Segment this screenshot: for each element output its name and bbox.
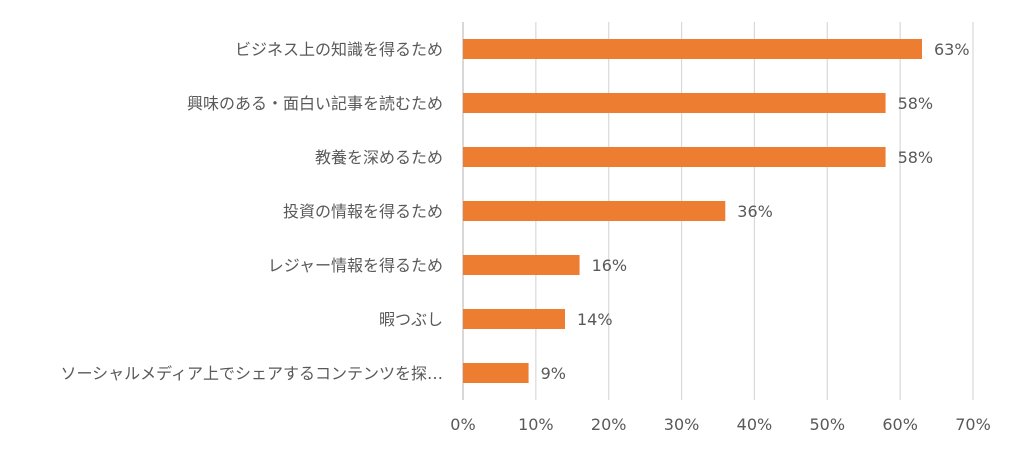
- bar: [463, 201, 726, 221]
- data-label: 14%: [577, 310, 613, 329]
- bar: [463, 39, 922, 59]
- category-label: 暇つぶし: [379, 310, 443, 329]
- bar: [463, 93, 886, 113]
- x-tick-label: 40%: [737, 415, 773, 434]
- category-label: ソーシャルメディア上でシェアするコンテンツを探…: [60, 364, 443, 383]
- bars: [463, 39, 922, 383]
- bar: [463, 147, 886, 167]
- category-label: 興味のある・面白い記事を読むため: [187, 94, 443, 113]
- bar: [463, 255, 580, 275]
- x-tick-label: 70%: [955, 415, 991, 434]
- x-axis-ticks: 0% 10% 20% 30% 40% 50% 60% 70%: [450, 415, 990, 434]
- x-tick-label: 20%: [591, 415, 627, 434]
- bar: [463, 363, 529, 383]
- category-labels: ビジネス上の知識を得るため興味のある・面白い記事を読むため教養を深めるため投資の…: [60, 40, 443, 383]
- category-label: ビジネス上の知識を得るため: [235, 40, 443, 59]
- data-label: 58%: [898, 148, 934, 167]
- category-label: 投資の情報を得るため: [283, 202, 443, 221]
- data-label: 58%: [898, 94, 934, 113]
- category-label: レジャー情報を得るため: [268, 256, 443, 275]
- data-label: 9%: [541, 364, 566, 383]
- data-label: 36%: [737, 202, 773, 221]
- x-tick-label: 30%: [664, 415, 700, 434]
- x-tick-label: 10%: [518, 415, 554, 434]
- x-tick-label: 0%: [450, 415, 475, 434]
- x-tick-label: 60%: [882, 415, 918, 434]
- data-label: 16%: [592, 256, 628, 275]
- category-label: 教養を深めるため: [315, 148, 443, 167]
- bar: [463, 309, 565, 329]
- data-labels: 63% 58% 58% 36% 16% 14% 9%: [541, 40, 970, 383]
- data-label: 63%: [934, 40, 970, 59]
- x-tick-label: 50%: [810, 415, 846, 434]
